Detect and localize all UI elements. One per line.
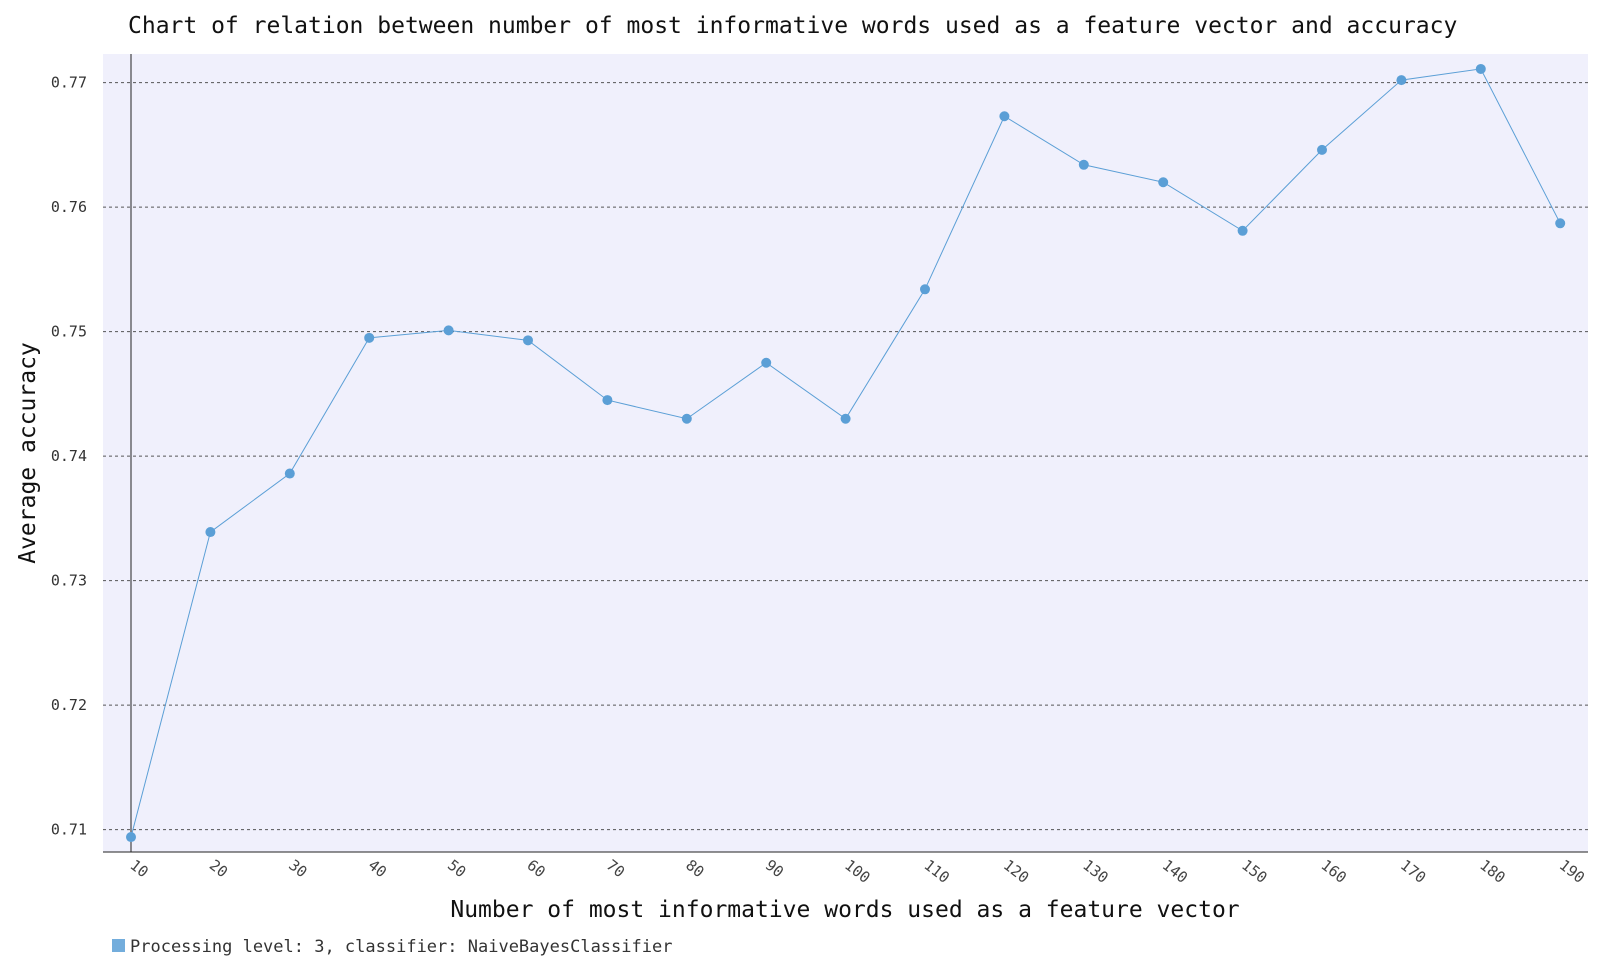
x-tick-label: 180	[1476, 856, 1508, 887]
x-tick-label: 30	[285, 856, 310, 881]
data-point[interactable]	[920, 284, 930, 295]
x-tick-label: 50	[444, 856, 469, 881]
data-point[interactable]	[840, 413, 851, 424]
data-point[interactable]	[1078, 159, 1089, 170]
x-tick-label: 170	[1397, 856, 1429, 887]
y-tick-label: 0.76	[51, 198, 87, 216]
data-point[interactable]	[1555, 218, 1566, 229]
data-point[interactable]	[205, 527, 216, 538]
data-point[interactable]	[1158, 177, 1169, 188]
x-axis-title: Number of most informative words used as…	[450, 897, 1239, 923]
data-point[interactable]	[1317, 144, 1327, 155]
y-tick-label: 0.73	[51, 572, 87, 590]
data-point[interactable]	[284, 468, 295, 479]
y-tick-label: 0.71	[51, 821, 87, 839]
y-tick-label: 0.77	[51, 74, 87, 92]
data-point[interactable]	[999, 111, 1010, 122]
x-tick-label: 160	[1318, 856, 1350, 887]
legend-swatch	[112, 939, 125, 952]
x-tick-labels: 10 20 30 40 50 60 70 80 90 100 110 120 130 140 150 160 1…	[127, 856, 1589, 887]
data-point[interactable]	[602, 395, 613, 406]
data-point[interactable]	[364, 332, 375, 343]
y-tick-labels: 0.71 0.72 0.73 0.74 0.75 0.76 0.77	[51, 74, 87, 839]
y-axis-title: Average accuracy	[15, 342, 41, 564]
data-point[interactable]	[443, 325, 454, 336]
data-point[interactable]	[761, 357, 772, 368]
x-tick-label: 90	[762, 856, 787, 881]
data-point[interactable]	[681, 413, 692, 424]
data-point[interactable]	[523, 335, 533, 346]
x-tick-label: 120	[1000, 856, 1032, 887]
y-tick-label: 0.75	[51, 323, 87, 341]
x-tick-label: 110	[921, 856, 953, 887]
y-tick-label: 0.72	[51, 696, 87, 714]
x-tick-label: 100	[841, 856, 873, 887]
data-point[interactable]	[1475, 63, 1486, 74]
x-tick-label: 60	[524, 856, 549, 881]
series	[126, 63, 1566, 843]
legend-label: Processing level: 3, classifier: NaiveBa…	[130, 937, 672, 957]
chart-title: Chart of relation between number of most…	[128, 13, 1457, 39]
x-tick-label: 40	[365, 856, 390, 881]
x-tick-label: 150	[1238, 856, 1270, 887]
gridlines	[103, 82, 1588, 831]
data-point[interactable]	[1237, 225, 1248, 236]
data-point[interactable]	[126, 832, 136, 843]
x-tick-label: 140	[1159, 856, 1191, 887]
plot-background	[103, 54, 1588, 852]
x-tick-label: 70	[603, 856, 628, 881]
data-point[interactable]	[1396, 75, 1407, 86]
y-tick-label: 0.74	[51, 447, 87, 465]
x-tick-label: 190	[1556, 856, 1588, 887]
x-tick-label: 10	[127, 856, 152, 881]
x-tick-label: 20	[206, 856, 231, 881]
x-tick-label: 80	[682, 856, 707, 881]
x-tick-label: 130	[1079, 856, 1111, 887]
